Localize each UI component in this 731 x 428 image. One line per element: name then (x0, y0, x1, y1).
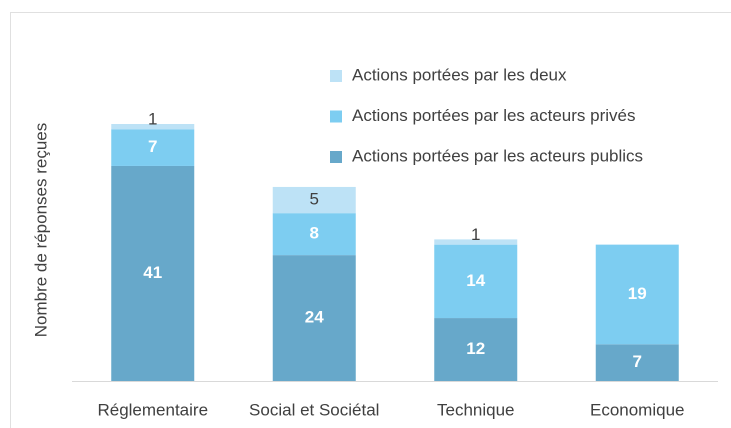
data-label: 8 (310, 224, 319, 243)
data-label: 5 (310, 190, 319, 209)
x-tick-label: Social et Sociétal (249, 400, 379, 419)
data-label: 7 (148, 137, 157, 156)
x-tick-label: Réglementaire (97, 400, 208, 419)
y-axis-label: Nombre de réponses reçues (31, 123, 50, 338)
legend-label: Actions portées par les acteurs privés (352, 106, 635, 125)
bar-segment (595, 244, 679, 345)
bar-segment (272, 255, 356, 381)
data-label: 24 (305, 308, 324, 327)
data-label: 19 (628, 284, 647, 303)
bar-segment (111, 129, 195, 166)
data-label: 14 (466, 271, 485, 290)
data-label: 12 (466, 339, 485, 358)
bar-segment (111, 124, 195, 130)
legend-swatch (330, 70, 342, 82)
bar-segment (434, 239, 518, 245)
x-tick-label: Technique (437, 400, 515, 419)
bar-segment (434, 244, 518, 319)
data-label: 41 (143, 263, 162, 282)
legend-label: Actions portées par les deux (352, 65, 567, 84)
data-label: 1 (148, 109, 157, 128)
legend-label: Actions portées par les acteurs publics (352, 146, 643, 165)
x-tick-label: Economique (590, 400, 685, 419)
data-label: 1 (471, 225, 480, 244)
bar-segment (272, 186, 356, 214)
legend-swatch (330, 151, 342, 163)
chart-frame (10, 12, 731, 428)
bar-segment (595, 344, 679, 381)
bar-segment (434, 318, 518, 381)
legend-swatch (330, 110, 342, 123)
data-label: 7 (633, 352, 642, 371)
bar-segment (111, 165, 195, 381)
bar-segment (272, 213, 356, 256)
